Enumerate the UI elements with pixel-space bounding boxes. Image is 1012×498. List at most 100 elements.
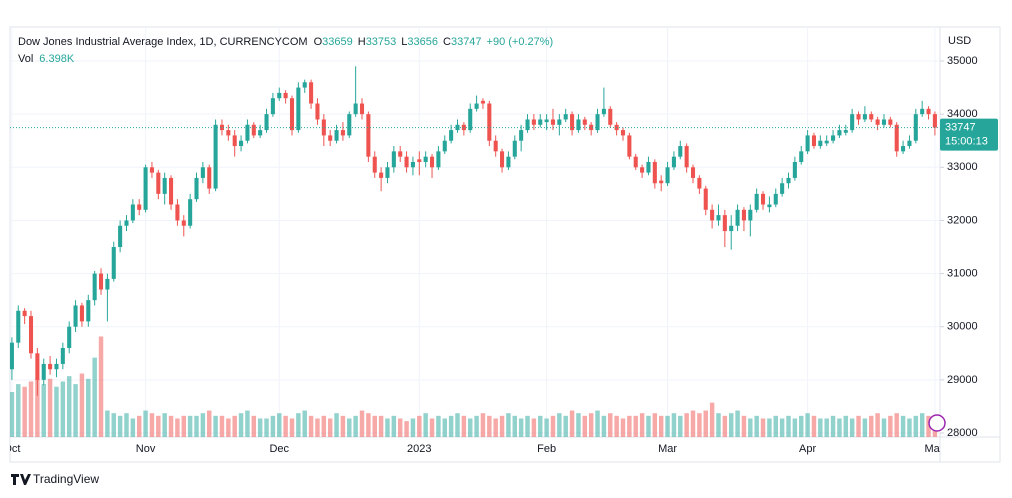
candle-body: [659, 180, 664, 184]
volume-bar: [257, 418, 263, 437]
volume-bar: [487, 415, 492, 437]
volume-bar: [627, 415, 632, 437]
candle-body: [748, 209, 753, 221]
candle-body: [340, 130, 345, 136]
change: +90 (+0.27%): [487, 36, 554, 48]
volume-bar: [359, 410, 365, 437]
candle-body: [894, 124, 899, 152]
candle-body: [729, 225, 734, 232]
candle-body: [366, 114, 371, 157]
volume-bar: [544, 418, 549, 437]
volume-bar: [735, 410, 740, 437]
y-tick-label: 35000: [947, 55, 978, 67]
volume-bar: [652, 413, 658, 437]
candle-body: [258, 130, 263, 136]
event-marker[interactable]: [928, 414, 946, 432]
close-value: 33747: [451, 36, 482, 48]
candle-body: [767, 204, 772, 208]
candle-body: [302, 82, 307, 88]
candle-body: [525, 119, 530, 131]
time-axis: Oct Nov Dec 2023 Feb Mar Apr May: [10, 443, 940, 455]
candle-body: [837, 130, 842, 136]
volume-bar: [907, 418, 912, 437]
volume-bar: [913, 415, 919, 437]
volume-bar: [28, 381, 34, 437]
candle-body: [608, 108, 613, 125]
candle-body: [862, 114, 867, 120]
volume-bar: [830, 415, 836, 437]
volume-value: 6.398K: [39, 53, 75, 65]
volume-bar: [926, 415, 931, 437]
volume-bar: [92, 357, 97, 437]
volume-bar: [22, 386, 27, 437]
candle-body: [41, 363, 46, 380]
candle-body: [799, 151, 804, 162]
candle-body: [111, 247, 116, 279]
candle-body: [429, 156, 435, 168]
volume-bar: [245, 410, 250, 437]
last-price-label: 33747: [945, 122, 976, 134]
candle-body: [449, 130, 454, 141]
last-price-box: [940, 118, 998, 151]
logo: [11, 474, 31, 485]
candle-body: [468, 108, 473, 131]
volume-bar: [397, 418, 403, 437]
volume-bar: [754, 415, 759, 437]
last-price: 33747 15:00:13: [10, 118, 998, 151]
candle-body: [831, 135, 836, 141]
candle-body: [589, 124, 594, 131]
candle-body: [16, 310, 21, 343]
candle-body: [423, 156, 428, 162]
candle-body: [251, 124, 256, 136]
candle-body: [487, 103, 492, 141]
candle-body: [124, 220, 129, 226]
volume-bar: [181, 415, 187, 437]
candle-body: [188, 199, 193, 226]
volume-bar: [60, 381, 66, 437]
volume-bar: [799, 415, 804, 437]
volume-bar: [919, 413, 925, 437]
volume-bar: [321, 415, 327, 437]
volume-bar: [308, 415, 314, 437]
volume-bar: [843, 415, 849, 437]
volume-bar: [436, 415, 441, 437]
volume-bar: [697, 413, 702, 437]
volume-bar: [658, 415, 664, 437]
y-tick-label: 34000: [947, 108, 978, 120]
candle-body: [544, 119, 549, 123]
volume-bar: [277, 413, 282, 437]
volume-bar: [98, 336, 104, 437]
candle-body: [137, 204, 142, 210]
close-label: C: [443, 36, 451, 48]
volume-layer: [10, 336, 938, 437]
candle-body: [213, 124, 218, 189]
volume-bar: [862, 418, 868, 437]
candle-layer: [10, 66, 937, 396]
volume-bar: [608, 413, 613, 437]
volume-bar: [588, 413, 594, 437]
candle-body: [436, 151, 441, 168]
x-tick-label: 2023: [407, 443, 431, 455]
candle-body: [28, 316, 34, 354]
volume-bar: [894, 413, 899, 437]
candle-body: [557, 119, 562, 125]
candle-body: [60, 347, 65, 364]
candle-body: [328, 135, 333, 141]
volume-bar: [143, 410, 148, 437]
volume-bar: [506, 413, 511, 437]
candle-body: [480, 100, 485, 104]
brand-name: TradingView: [33, 472, 99, 486]
candle-body: [716, 215, 721, 221]
volume-bar: [41, 384, 46, 437]
candle-body: [582, 119, 587, 125]
volume-bar: [238, 413, 244, 437]
volume-bar: [582, 415, 588, 437]
volume-bar: [366, 413, 371, 437]
grid: [10, 27, 940, 437]
candle-body: [264, 114, 269, 131]
volume-bar: [219, 415, 225, 437]
candle-body: [347, 114, 352, 136]
y-tick-label: 33000: [947, 161, 978, 173]
volume-bar: [773, 415, 778, 437]
